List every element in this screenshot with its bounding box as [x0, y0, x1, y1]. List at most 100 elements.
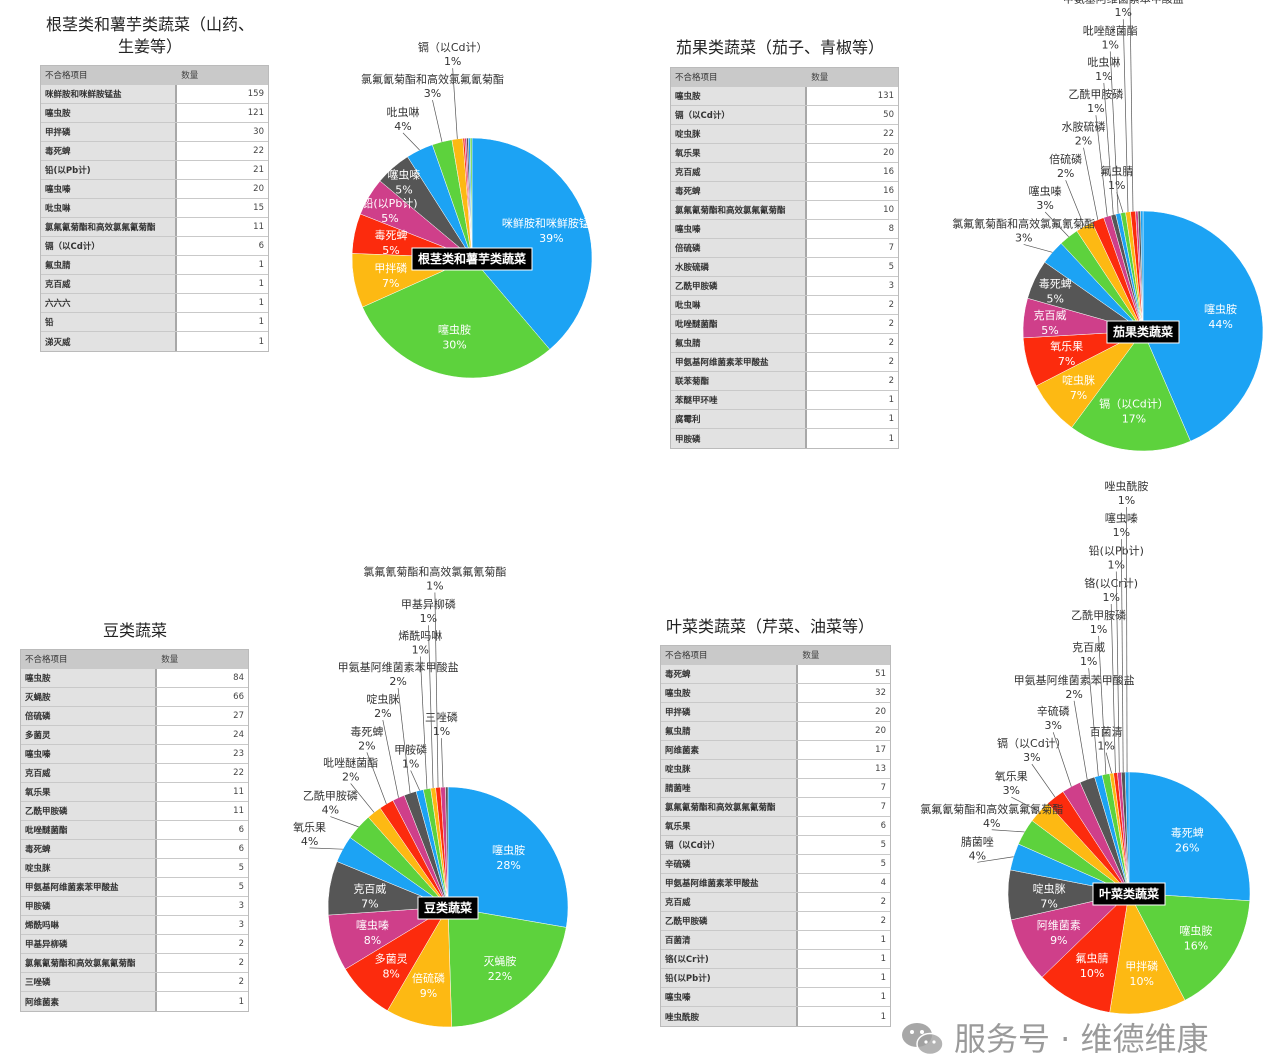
slice-label: 氧乐果 — [293, 820, 326, 834]
cell-count: 1 — [238, 996, 244, 1007]
cell-count: 2 — [880, 897, 886, 907]
slice-percent: 26% — [1175, 841, 1199, 854]
cell-count: 1 — [888, 395, 894, 405]
cell-item: 甲氨基阿维菌素苯甲酸盐 — [661, 874, 799, 892]
slice-label: 铅(以Pb计) — [362, 196, 417, 210]
leader-line — [428, 625, 434, 788]
slice-label: 氧乐果 — [995, 769, 1028, 783]
cell-count: 20 — [875, 726, 886, 736]
cell-count: 11 — [253, 222, 264, 232]
table-row: 噻虫嗪 1 — [661, 988, 890, 1007]
slice-label: 灭蝇胺 — [483, 954, 516, 968]
cell-item: 氟虫腈 — [41, 256, 178, 274]
slice-percent: 7% — [1058, 355, 1075, 368]
cell-item: 联苯菊酯 — [671, 372, 808, 390]
cell-item: 水胺硫磷 — [671, 258, 808, 276]
slice-percent: 1% — [412, 643, 429, 656]
slice-percent: 7% — [1070, 389, 1087, 402]
cell-count: 1 — [888, 414, 894, 424]
slice-percent: 10% — [1080, 967, 1104, 980]
cell-item: 甲胺磷 — [21, 897, 158, 915]
table-row: 腈菌唑 7 — [661, 779, 890, 798]
slice-percent: 2% — [1065, 688, 1082, 701]
cell-item: 毒死蜱 — [21, 840, 158, 858]
slice-label: 甲拌磷 — [1125, 959, 1158, 973]
cell-count: 2 — [888, 300, 894, 310]
cell-count: 5 — [238, 863, 244, 873]
cell-item: 噻虫胺 — [671, 87, 808, 105]
slice-label: 吡唑醚菌酯 — [1083, 23, 1138, 37]
table-row: 噻虫胺 32 — [661, 684, 890, 703]
cell-item: 腈菌唑 — [661, 779, 799, 797]
cell-item: 毒死蜱 — [661, 665, 799, 683]
cell-item: 毒死蜱 — [41, 142, 178, 160]
cell-item: 噻虫嗪 — [671, 220, 808, 238]
cell-item: 啶虫脒 — [671, 125, 808, 143]
cell-count: 4 — [880, 878, 886, 888]
cell-count: 1 — [258, 279, 264, 289]
cell-count: 1 — [888, 433, 894, 444]
pie-slice — [1041, 892, 1130, 1013]
slice-label: 毒死蜱 — [350, 725, 383, 738]
chart-center-title-box — [1106, 320, 1180, 344]
cell-count: 2 — [238, 977, 244, 987]
table-row: 噻虫胺 131 — [671, 87, 898, 106]
pie-slice — [447, 786, 569, 928]
pie-slice — [471, 137, 593, 350]
slice-percent: 1% — [426, 580, 443, 593]
table-row: 氯氟氰菊酯和高效氯氟氰菊酯 2 — [21, 954, 248, 973]
table-row: 啶虫脒 5 — [21, 859, 248, 878]
cell-item: 毒死蜱 — [671, 182, 808, 200]
cell-count: 1 — [880, 992, 886, 1002]
header-item: 不合格项目 — [671, 68, 808, 86]
cell-item: 倍硫磷 — [21, 707, 158, 725]
cell-item: 阿维菌素 — [21, 992, 158, 1011]
slice-percent: 5% — [382, 244, 399, 257]
chart-center-title-box — [417, 896, 479, 920]
cell-item: 多菌灵 — [21, 726, 158, 744]
slice-percent: 9% — [1050, 934, 1067, 947]
cell-item: 唑虫酰胺 — [661, 1007, 799, 1026]
table-row: 涕灭威 1 — [41, 332, 268, 351]
watermark-text: 服务号 · 维德维康 — [954, 1020, 1209, 1058]
cell-item: 甲拌磷 — [41, 123, 178, 141]
leader-line — [1052, 732, 1072, 787]
data-table: 不合格项目 数量 咪鲜胺和咪鲜胺锰盐 159 噻虫胺 121 甲拌磷 30 毒死蜱 22 铅(以Pb… — [40, 65, 269, 352]
leader-line — [402, 132, 420, 151]
cell-item: 甲拌磷 — [661, 703, 799, 721]
leader-line — [1115, 571, 1120, 773]
slice-percent: 22% — [488, 970, 512, 983]
cell-item: 噻虫胺 — [41, 104, 178, 122]
cell-count: 7 — [888, 243, 894, 253]
cell-item: 吡唑醚菌酯 — [21, 821, 158, 839]
cell-item: 甲氨基阿维菌素苯甲酸盐 — [671, 353, 808, 371]
slice-label: 噻虫嗪 — [1029, 184, 1062, 198]
chart-center-title: 豆类蔬菜 — [424, 900, 472, 915]
slice-percent: 7% — [361, 897, 378, 910]
table-row: 铬(以Cr计) 1 — [661, 950, 890, 969]
header-count: 数量 — [181, 71, 199, 81]
table-row: 吡唑醚菌酯 2 — [671, 315, 898, 334]
table-row: 噻虫嗪 20 — [41, 180, 268, 199]
table-row: 噻虫嗪 8 — [671, 220, 898, 239]
panel-title: 豆类蔬菜 — [102, 621, 167, 640]
cell-count: 7 — [880, 783, 886, 793]
leader-line — [977, 856, 1014, 863]
table-row: 阿维菌素 17 — [661, 741, 890, 760]
cell-item: 氧乐果 — [21, 783, 158, 801]
watermark: 服务号 · 维德维康 — [900, 1020, 1209, 1058]
leader-line — [1088, 668, 1099, 776]
cell-count: 21 — [253, 165, 264, 175]
cell-item: 氟虫腈 — [661, 722, 799, 740]
slice-percent: 1% — [1097, 740, 1114, 753]
cell-count: 7 — [880, 802, 886, 812]
slice-label: 三唑磷 — [425, 711, 458, 724]
chart-center-title-box — [411, 247, 533, 271]
slice-label: 噻虫嗪 — [356, 918, 389, 932]
slice-label: 毒死蜱 — [1039, 277, 1072, 290]
header-item: 不合格项目 — [21, 650, 158, 668]
header-item: 不合格项目 — [661, 646, 799, 664]
table-row: 吡唑醚菌酯 6 — [21, 821, 248, 840]
cell-count: 22 — [253, 146, 264, 156]
